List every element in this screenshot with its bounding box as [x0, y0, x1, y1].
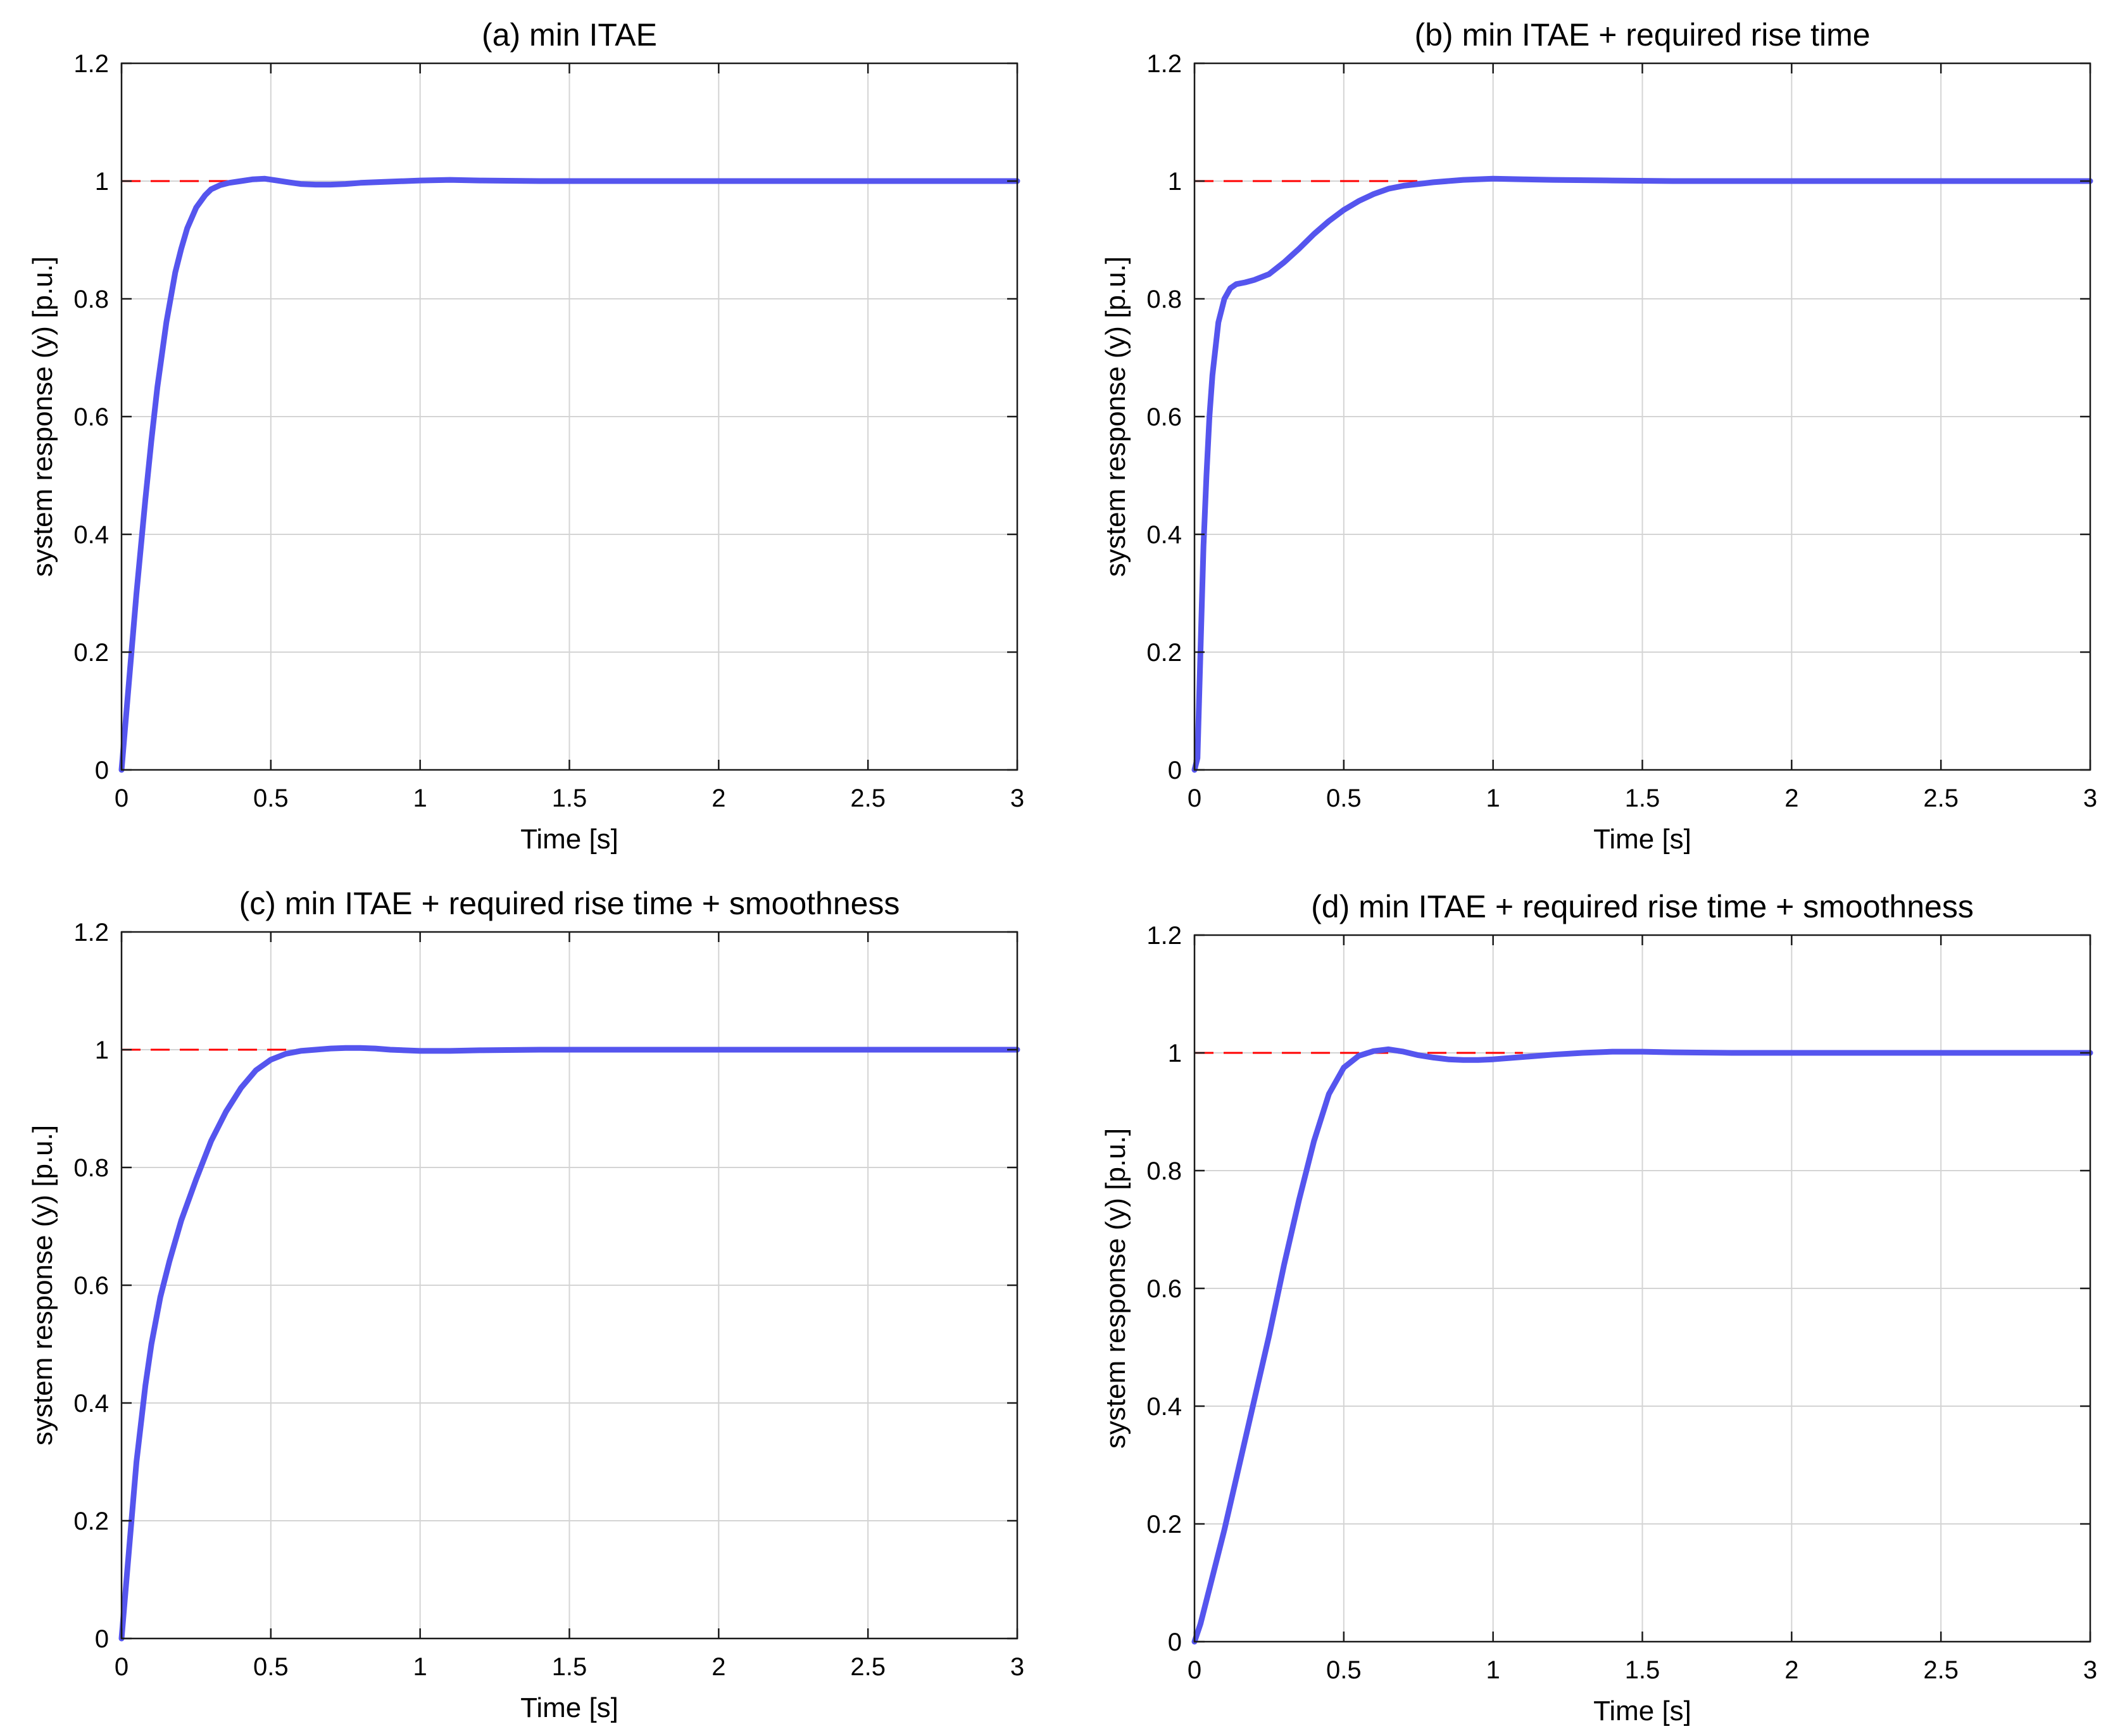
x-tick-label: 0 — [1188, 1656, 1201, 1684]
y-axis-label: system response (y) [p.u.] — [1100, 1128, 1131, 1449]
x-tick-label: 1.5 — [1625, 1656, 1660, 1684]
y-tick-label: 0.8 — [73, 286, 109, 313]
x-tick-label: 0 — [115, 1653, 129, 1681]
y-tick-label: 0.6 — [73, 1272, 109, 1300]
y-tick-label: 0.4 — [73, 1390, 109, 1418]
x-tick-label: 0.5 — [1326, 784, 1362, 812]
x-tick-label: 3 — [2083, 1656, 2097, 1684]
x-tick-label: 0 — [1188, 784, 1201, 812]
x-tick-label: 2 — [712, 1653, 725, 1681]
x-tick-label: 2.5 — [850, 1653, 886, 1681]
response-series-line — [118, 175, 1020, 773]
x-tick-label: 1 — [1486, 1656, 1500, 1684]
y-tick-label: 0.6 — [1146, 403, 1182, 431]
x-tick-label: 2 — [712, 784, 725, 812]
x-axis-label: Time [s] — [520, 824, 618, 855]
y-axis-label: system response (y) [p.u.] — [27, 256, 58, 577]
x-tick-label: 0.5 — [253, 1653, 289, 1681]
y-tick-label: 0 — [1168, 1628, 1182, 1656]
y-tick-label: 1 — [95, 1036, 109, 1064]
y-tick-label: 0.6 — [73, 403, 109, 431]
y-tick-label: 0.8 — [1146, 1157, 1182, 1185]
x-axis-label: Time [s] — [1593, 824, 1691, 855]
y-tick-label: 0 — [1168, 757, 1182, 784]
y-tick-label: 1 — [95, 168, 109, 196]
y-axis-label: system response (y) [p.u.] — [27, 1125, 58, 1445]
x-tick-label: 1.5 — [552, 1653, 587, 1681]
chart-panel-3: 0 0.5 1 1.5 2 2.5 3 0 0.2 0.4 0.6 0.8 1 1.2 (d) min IT… — [1100, 889, 2097, 1727]
y-tick-label: 0.2 — [73, 1507, 109, 1535]
chart-title: (d) min ITAE + required rise time + smoo… — [1311, 889, 1974, 924]
chart-panel-1: 0 0.5 1 1.5 2 2.5 3 0 0.2 0.4 0.6 0.8 1 1.2 (b) min IT… — [1100, 17, 2097, 855]
y-tick-label: 0 — [95, 757, 109, 784]
y-tick-label: 0.4 — [73, 521, 109, 549]
chart-panel-2: 0 0.5 1 1.5 2 2.5 3 0 0.2 0.4 0.6 0.8 1 1.2 (c) min IT… — [27, 886, 1024, 1723]
x-tick-label: 2 — [1784, 784, 1798, 812]
x-tick-label: 1 — [1486, 784, 1500, 812]
response-series-line — [118, 1045, 1020, 1642]
y-tick-label: 1.2 — [1146, 922, 1182, 950]
y-tick-label: 1.2 — [73, 919, 109, 947]
x-axis-label: Time [s] — [1593, 1695, 1691, 1727]
x-tick-label: 3 — [1010, 1653, 1024, 1681]
y-tick-label: 0.4 — [1146, 521, 1182, 549]
y-tick-label: 0 — [95, 1625, 109, 1653]
x-axis-label: Time [s] — [520, 1692, 618, 1723]
y-tick-label: 0.8 — [73, 1154, 109, 1182]
chart-panel-0: 0 0.5 1 1.5 2 2.5 3 0 0.2 0.4 0.6 0.8 1 1.2 (a) min IT… — [27, 17, 1024, 855]
y-tick-label: 0.2 — [73, 639, 109, 667]
chart-title: (a) min ITAE — [482, 17, 657, 53]
y-tick-label: 0.4 — [1146, 1393, 1182, 1421]
x-tick-label: 1.5 — [552, 784, 587, 812]
y-tick-label: 0.6 — [1146, 1275, 1182, 1303]
y-tick-label: 1.2 — [73, 50, 109, 78]
y-tick-label: 0.8 — [1146, 286, 1182, 313]
response-series-line — [1191, 175, 2093, 773]
y-tick-label: 1 — [1168, 168, 1182, 196]
chart-title: (c) min ITAE + required rise time + smoo… — [239, 886, 900, 921]
x-tick-label: 1.5 — [1625, 784, 1660, 812]
y-tick-label: 1 — [1168, 1040, 1182, 1067]
x-tick-label: 3 — [2083, 784, 2097, 812]
x-tick-label: 1 — [413, 784, 427, 812]
x-tick-label: 0.5 — [1326, 1656, 1362, 1684]
x-tick-label: 2.5 — [1923, 784, 1959, 812]
x-tick-label: 2.5 — [1923, 1656, 1959, 1684]
y-axis-label: system response (y) [p.u.] — [1100, 256, 1131, 577]
response-series-line — [1191, 1046, 2093, 1645]
chart-title: (b) min ITAE + required rise time — [1414, 17, 1870, 53]
x-tick-label: 1 — [413, 1653, 427, 1681]
x-tick-label: 3 — [1010, 784, 1024, 812]
y-tick-label: 0.2 — [1146, 639, 1182, 667]
y-tick-label: 0.2 — [1146, 1511, 1182, 1538]
x-tick-label: 2.5 — [850, 784, 886, 812]
y-tick-label: 1.2 — [1146, 50, 1182, 78]
x-tick-label: 0 — [115, 784, 129, 812]
x-tick-label: 0.5 — [253, 784, 289, 812]
x-tick-label: 2 — [1784, 1656, 1798, 1684]
